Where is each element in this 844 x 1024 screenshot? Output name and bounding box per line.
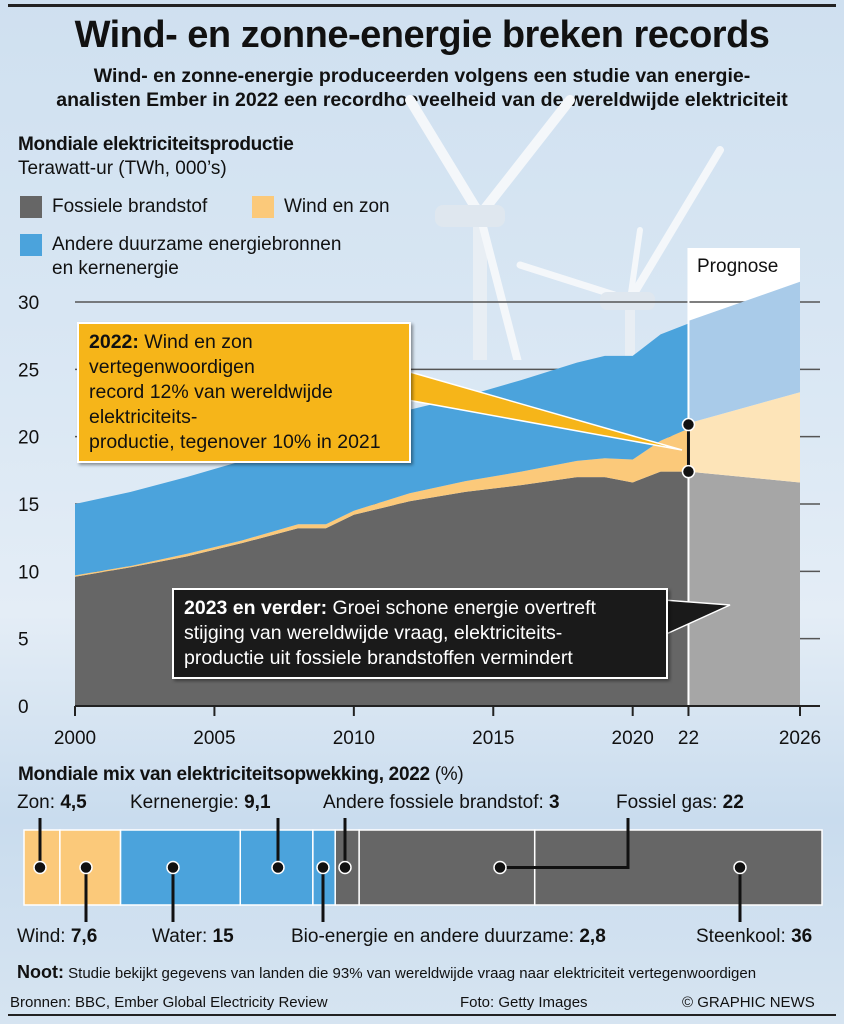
- mix-dot: [493, 860, 507, 875]
- callout-2023-bold: 2023 en verder:: [184, 597, 328, 619]
- y-tick-label: 20: [18, 428, 39, 449]
- mix-label-fossiel-gas: Fossiel gas: 22: [616, 792, 744, 813]
- y-tick-label: 0: [18, 697, 29, 718]
- legend-swatch-fossil: [20, 196, 42, 218]
- forecast-area-other: [688, 281, 800, 424]
- callout-2022-line2: record 12% van wereldwijde elektriciteit…: [89, 381, 333, 428]
- legend-swatch-wind-solar: [252, 196, 274, 218]
- subtitle-line-2: analisten Ember in 2022 een recordhoevee…: [56, 89, 788, 111]
- callout-2023: 2023 en verder: Groei schone energie ove…: [172, 588, 668, 679]
- y-tick-label: 30: [18, 293, 39, 314]
- callout-2022-bold: 2022:: [89, 331, 139, 353]
- bottom-rule: [8, 1014, 836, 1016]
- x-tick-label: 2020: [612, 728, 654, 749]
- x-tick-label: 2005: [193, 728, 235, 749]
- mix-dot: [166, 860, 180, 875]
- mix-bar-chart: [23, 818, 823, 922]
- subtitle: Wind- en zonne-energie produceerden volg…: [0, 64, 844, 112]
- legend-swatch-other: [20, 234, 42, 256]
- mix-label-steenkool: Steenkool: 36: [696, 926, 813, 947]
- y-tick-label: 15: [18, 495, 39, 516]
- copyright: © GRAPHIC NEWS: [682, 994, 815, 1011]
- x-tick-label: 2000: [54, 728, 96, 749]
- x-tick-label: 2015: [472, 728, 514, 749]
- mix-leader: [500, 818, 630, 869]
- sources: Bronnen: BBC, Ember Global Electricity R…: [10, 994, 328, 1011]
- chart-title: Mondiale elektriciteitsproductie: [18, 134, 294, 155]
- mix-dot: [338, 860, 352, 875]
- forecast-label: Prognose: [697, 256, 779, 277]
- callout-2023-line2: stijging van wereldwijde vraag, elektric…: [184, 622, 563, 644]
- legend-label-other: Andere duurzame energiebronnen en kernen…: [52, 233, 341, 281]
- legend-label-other-line2: en kernenergie: [52, 258, 179, 279]
- mix-dot: [316, 860, 330, 875]
- wind-turbine-photo: [405, 95, 724, 360]
- callout-2022: 2022: Wind en zon vertegenwoordigen reco…: [77, 322, 411, 463]
- mix-label-bio-energie: Bio-energie en andere duurzame: 2,8: [291, 926, 606, 947]
- mix-title-text: Mondiale mix van elektriciteitsopwekking…: [18, 764, 430, 785]
- y-tick-label: 10: [18, 562, 39, 583]
- mix-title: Mondiale mix van elektriciteitsopwekking…: [18, 764, 464, 786]
- forecast-area-wind-solar: [688, 392, 800, 483]
- y-tick-label: 25: [18, 360, 39, 381]
- callout-2022-line3: productie, tegenover 10% in 2021: [89, 431, 381, 453]
- mix-label-andere-fossiele: Andere fossiele brandstof: 3: [323, 792, 560, 813]
- area-wind-solar: [75, 428, 689, 577]
- bracket-dot: [681, 464, 696, 479]
- forecast-area-fossil: [688, 471, 800, 706]
- callout-2023-text: Groei schone energie overtreft: [332, 597, 596, 619]
- note-label: Noot:: [17, 962, 64, 982]
- mix-segment-water: [119, 829, 242, 906]
- mix-label-kernenergie: Kernenergie: 9,1: [130, 792, 271, 813]
- x-tick-label: 2026: [779, 728, 821, 749]
- mix-dot: [271, 860, 285, 875]
- mix-label-zon: Zon: 4,5: [17, 792, 87, 813]
- photo-credit: Foto: Getty Images: [460, 994, 588, 1011]
- callout-2022-text: Wind en zon vertegenwoordigen: [89, 331, 255, 378]
- page-title: Wind- en zonne-energie breken records: [74, 14, 770, 56]
- legend-label-fossil: Fossiele brandstof: [52, 196, 208, 217]
- callout-2023-line3: productie uit fossiele brandstoffen verm…: [184, 647, 573, 669]
- x-tick-label: 2010: [333, 728, 375, 749]
- mix-dot: [33, 860, 47, 875]
- y-tick-label: 5: [18, 630, 29, 651]
- subtitle-line-1: Wind- en zonne-energie produceerden volg…: [93, 65, 751, 87]
- y-axis-label: Terawatt-ur (TWh, 000’s): [18, 158, 227, 179]
- mix-unit: (%): [434, 764, 464, 785]
- mix-label-wind: Wind: 7,6: [17, 926, 98, 947]
- bracket-dot: [681, 417, 696, 432]
- legend-label-wind-solar: Wind en zon: [284, 196, 390, 217]
- note-text: Studie bekijkt gegevens van landen die 9…: [68, 965, 757, 982]
- top-rule: [8, 4, 836, 7]
- mix-label-water: Water: 15: [152, 926, 234, 947]
- mix-dot: [79, 860, 93, 875]
- note: Noot: Studie bekijkt gegevens van landen…: [17, 962, 756, 983]
- mix-dot: [733, 860, 747, 875]
- x-tick-label: 22: [678, 728, 699, 749]
- legend-label-other-line1: Andere duurzame energiebronnen: [52, 234, 342, 255]
